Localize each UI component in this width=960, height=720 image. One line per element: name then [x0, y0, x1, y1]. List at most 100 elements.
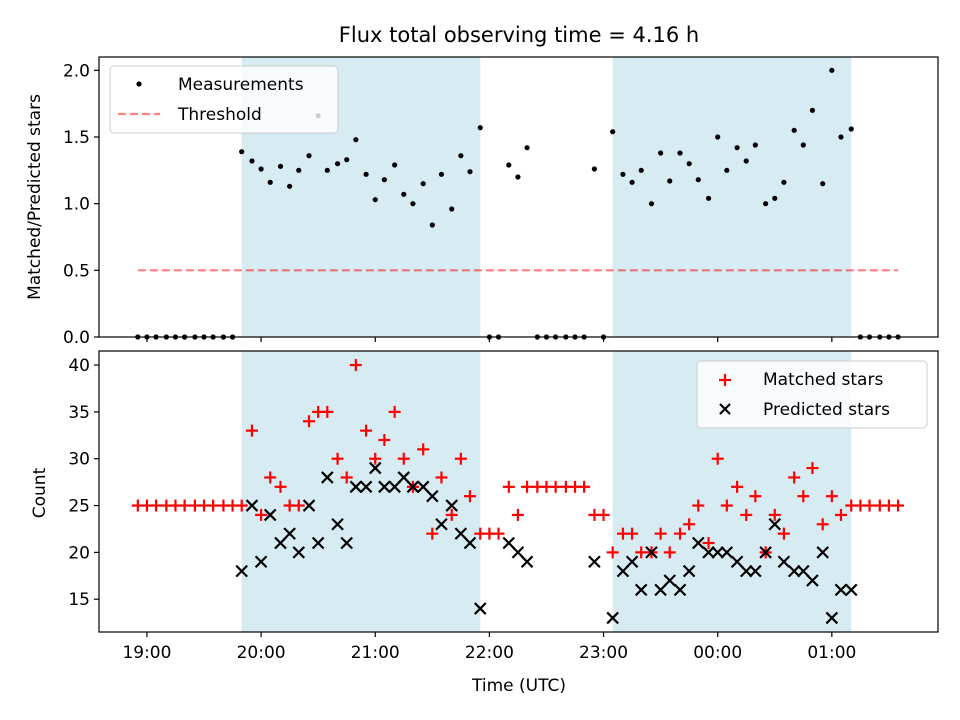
- legend-predicted: Predicted stars: [763, 400, 890, 420]
- matched-point: [360, 424, 373, 437]
- matched-point: [492, 527, 505, 540]
- predicted-point: [235, 564, 248, 578]
- matched-point: [711, 452, 724, 465]
- predicted-point: [473, 602, 487, 615]
- predicted-point: [625, 555, 639, 569]
- measurement-point: [610, 129, 616, 135]
- matched-point: [806, 462, 819, 475]
- matched-point: [207, 499, 220, 512]
- predicted-point: [463, 536, 477, 550]
- predicted-legend-marker: [719, 403, 731, 415]
- bottom-y-tick-label: 25: [68, 497, 90, 517]
- measurement-point: [791, 127, 797, 133]
- measurement-point: [677, 150, 683, 156]
- matched-point: [825, 490, 838, 503]
- matched-point: [626, 527, 639, 540]
- matched-point: [340, 471, 353, 484]
- measurement-point: [239, 149, 245, 155]
- measurement-point: [800, 142, 806, 148]
- matched-point: [731, 480, 744, 493]
- measurement-point: [695, 177, 701, 183]
- top-plot-frame: [98, 56, 939, 338]
- predicted-point: [263, 508, 277, 522]
- predicted-point: [806, 574, 819, 587]
- bottom-y-tick-label: 35: [68, 403, 90, 423]
- x-axis-label: Time (UTC): [471, 676, 566, 696]
- bottom-y-tick-label: 20: [68, 543, 90, 563]
- matched-point: [255, 508, 268, 521]
- measurement-point: [267, 179, 273, 185]
- predicted-point: [502, 536, 516, 550]
- matched-point: [369, 452, 382, 465]
- matched-point: [245, 424, 258, 437]
- predicted-point: [292, 546, 306, 559]
- predicted-point: [797, 564, 810, 578]
- predicted-point: [416, 480, 430, 494]
- matched-point: [378, 433, 391, 446]
- predicted-point: [634, 583, 648, 597]
- predicted-point: [825, 611, 839, 625]
- measurement-point: [658, 150, 664, 156]
- matched-point: [303, 415, 316, 428]
- predicted-point: [702, 546, 715, 559]
- top-y-tick-label: 1.0: [63, 195, 90, 215]
- measurement-point: [781, 179, 787, 185]
- x-tick-label: 22:00: [465, 643, 514, 663]
- predicted-point: [426, 489, 439, 503]
- x-tick-label: 19:00: [122, 643, 171, 663]
- measurement-point: [715, 134, 721, 140]
- matched-point: [788, 471, 801, 484]
- predicted-point: [759, 546, 772, 559]
- measurement-point: [353, 137, 359, 143]
- measurement-point: [372, 197, 378, 203]
- matched-point: [597, 508, 610, 521]
- predicted-point: [749, 564, 762, 578]
- chart-title: Flux total observing time = 4.16 h: [339, 23, 699, 47]
- predicted-point: [787, 564, 801, 578]
- matched-point: [264, 471, 277, 484]
- measurement-point: [506, 162, 512, 168]
- predicted-point: [816, 546, 829, 559]
- matched-point: [349, 359, 362, 372]
- measurement-point: [743, 158, 749, 164]
- measurement-point: [705, 195, 712, 201]
- matched-point: [834, 508, 847, 521]
- matched-point: [511, 508, 524, 521]
- bottom-legend: Matched stars Predicted stars: [696, 360, 928, 429]
- predicted-point: [520, 555, 534, 569]
- measurements-legend-marker: [136, 81, 142, 87]
- x-tick-label: 01:00: [807, 643, 856, 663]
- predicted-point: [616, 564, 630, 578]
- predicted-point: [454, 527, 468, 540]
- top-legend: Measurements Threshold: [109, 65, 339, 134]
- matched-point: [435, 471, 448, 484]
- predicted-point: [739, 564, 753, 578]
- matched-legend-marker: [719, 374, 731, 386]
- matched-point: [388, 405, 401, 418]
- matched-point: [674, 527, 687, 540]
- measurement-point: [249, 158, 255, 164]
- matched-point: [606, 546, 619, 559]
- measurement-point: [772, 195, 778, 201]
- matched-point: [683, 518, 696, 531]
- predicted-point: [311, 536, 325, 550]
- matched-point: [454, 452, 467, 465]
- predicted-point: [302, 499, 316, 512]
- measurement-point: [324, 167, 330, 173]
- top-y-tick-label: 0.0: [63, 328, 90, 348]
- matched-point: [178, 499, 191, 512]
- measurement-point: [258, 166, 264, 172]
- x-tick-label: 00:00: [693, 643, 742, 663]
- predicted-point: [834, 583, 848, 597]
- top-y-tick-label: 1.5: [63, 128, 90, 148]
- predicted-point: [321, 471, 334, 484]
- top-legend-box: [109, 65, 339, 134]
- measurement-point: [429, 222, 435, 228]
- measurement-point: [420, 181, 426, 187]
- measurement-point: [629, 179, 635, 185]
- x-tick-label: 20:00: [237, 643, 286, 663]
- measurement-point: [763, 201, 769, 207]
- measurement-point: [467, 169, 473, 175]
- matched-point: [235, 499, 248, 512]
